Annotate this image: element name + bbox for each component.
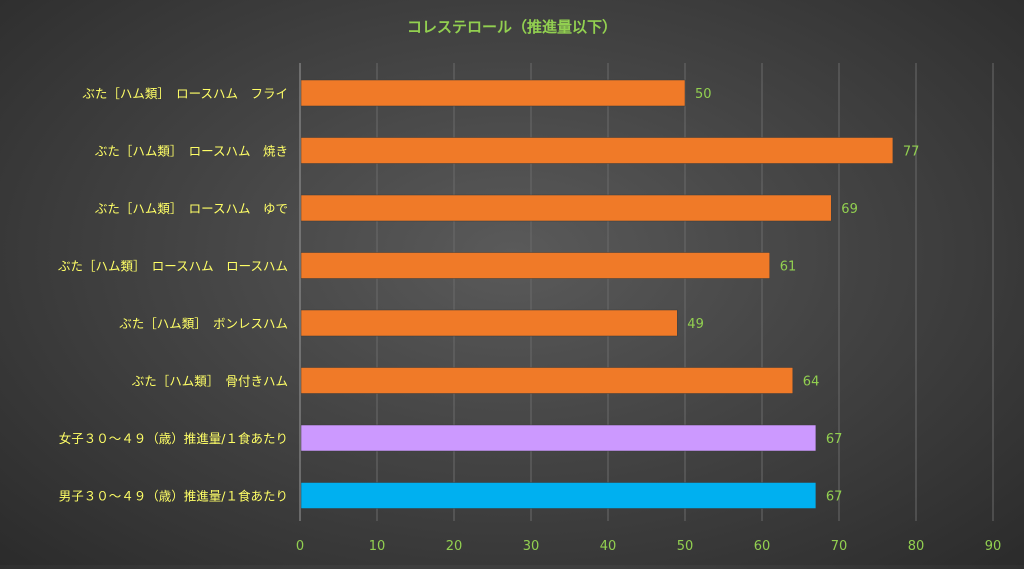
x-tick-label: 40 <box>600 539 617 554</box>
x-tick-label: 70 <box>831 539 848 554</box>
bar-layer <box>300 79 894 509</box>
bar <box>300 309 678 337</box>
bar <box>300 252 770 279</box>
bar <box>300 137 894 164</box>
value-label: 50 <box>695 87 712 102</box>
value-label: 64 <box>803 375 820 390</box>
value-label: 61 <box>780 260 797 275</box>
value-label: 67 <box>826 432 843 447</box>
category-label: ぶた［ハム類］ ロースハム ゆで <box>95 201 288 216</box>
x-tick-label: 0 <box>296 539 304 554</box>
value-label: 77 <box>903 145 920 160</box>
tick-layer: 0 10 20 30 40 50 60 70 80 90 <box>296 539 1001 554</box>
x-tick-label: 30 <box>523 539 540 554</box>
label-layer: 50 ぶた［ハム類］ ロースハム フライ 77 ぶた［ハム類］ ロースハム 焼き 69 ぶ… <box>58 86 919 505</box>
bar <box>300 482 817 509</box>
x-tick-label: 10 <box>369 539 386 554</box>
x-tick-label: 90 <box>985 539 1002 554</box>
chart-title: コレステロール（推進量以下） <box>407 18 617 36</box>
bar <box>300 194 832 222</box>
bar <box>300 79 686 107</box>
bar <box>300 367 794 394</box>
grid-layer <box>299 63 994 521</box>
category-label: ぶた［ハム類］ ロースハム フライ <box>82 86 288 101</box>
x-tick-label: 80 <box>908 539 925 554</box>
x-tick-label: 50 <box>677 539 694 554</box>
category-label: ぶた［ハム類］ ロースハム ロースハム <box>58 259 288 274</box>
x-tick-label: 60 <box>754 539 771 554</box>
value-label: 67 <box>826 490 843 505</box>
category-label: ぶた［ハム類］ ボンレスハム <box>119 316 288 331</box>
value-label: 69 <box>841 202 858 217</box>
category-label: 女子３０～４９（歳）推進量/１食あたり <box>59 431 288 446</box>
value-label: 49 <box>687 317 704 332</box>
bar <box>300 424 817 452</box>
x-tick-label: 20 <box>446 539 463 554</box>
category-label: ぶた［ハム類］ ロースハム 焼き <box>95 144 288 159</box>
category-label: ぶた［ハム類］ 骨付きハム <box>132 374 288 389</box>
category-label: 男子３０～４９（歳）推進量/１食あたり <box>59 489 288 504</box>
